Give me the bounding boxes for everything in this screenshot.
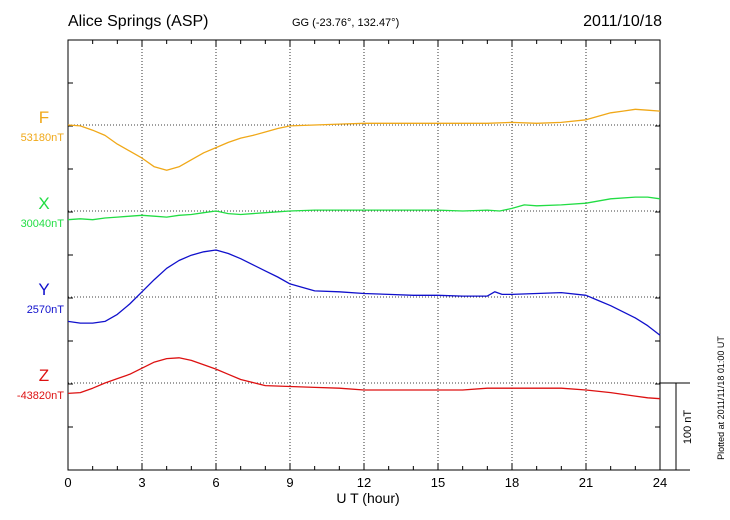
plot-frame — [67, 39, 661, 471]
series-line-y — [67, 249, 661, 336]
x-axis: 0 3 6 9 12 15 18 21 24 — [64, 40, 667, 490]
series-baseline-x: 30040nT — [21, 218, 65, 230]
chart-date: 2011/10/18 — [583, 13, 662, 30]
x-tick-label: 9 — [286, 475, 293, 490]
series-name-y: Y — [38, 280, 49, 299]
x-tick-label: 6 — [212, 475, 219, 490]
grid — [68, 40, 660, 470]
series-lines — [67, 108, 661, 400]
x-tick-label: 12 — [357, 475, 371, 490]
x-tick-label: 18 — [505, 475, 519, 490]
x-tick-label: 3 — [138, 475, 145, 490]
series-name-x: X — [38, 194, 49, 213]
scale-bar: 100 nT — [660, 382, 694, 471]
series-line-x — [67, 196, 661, 221]
plotted-at-note: Plotted at 2011/11/18 01:00 UT — [716, 336, 726, 460]
station-title: Alice Springs (ASP) — [68, 13, 209, 30]
x-tick-label: 0 — [64, 475, 71, 490]
series-baseline-z: -43820nT — [17, 390, 64, 402]
x-tick-label: 21 — [579, 475, 593, 490]
series-labels: F 53180nT X 30040nT Y 2570nT Z -43820nT — [17, 108, 64, 402]
series-line-f — [67, 108, 661, 171]
series-line-z — [67, 357, 661, 400]
x-tick-label: 15 — [431, 475, 445, 490]
series-name-z: Z — [39, 366, 49, 385]
x-tick-label: 24 — [653, 475, 667, 490]
scale-bar-label: 100 nT — [682, 410, 694, 445]
station-coords: GG (-23.76°, 132.47°) — [292, 17, 399, 29]
series-baseline-y: 2570nT — [27, 304, 65, 316]
x-axis-label: U T (hour) — [336, 490, 399, 506]
series-name-f: F — [39, 108, 49, 127]
series-baseline-f: 53180nT — [21, 132, 65, 144]
